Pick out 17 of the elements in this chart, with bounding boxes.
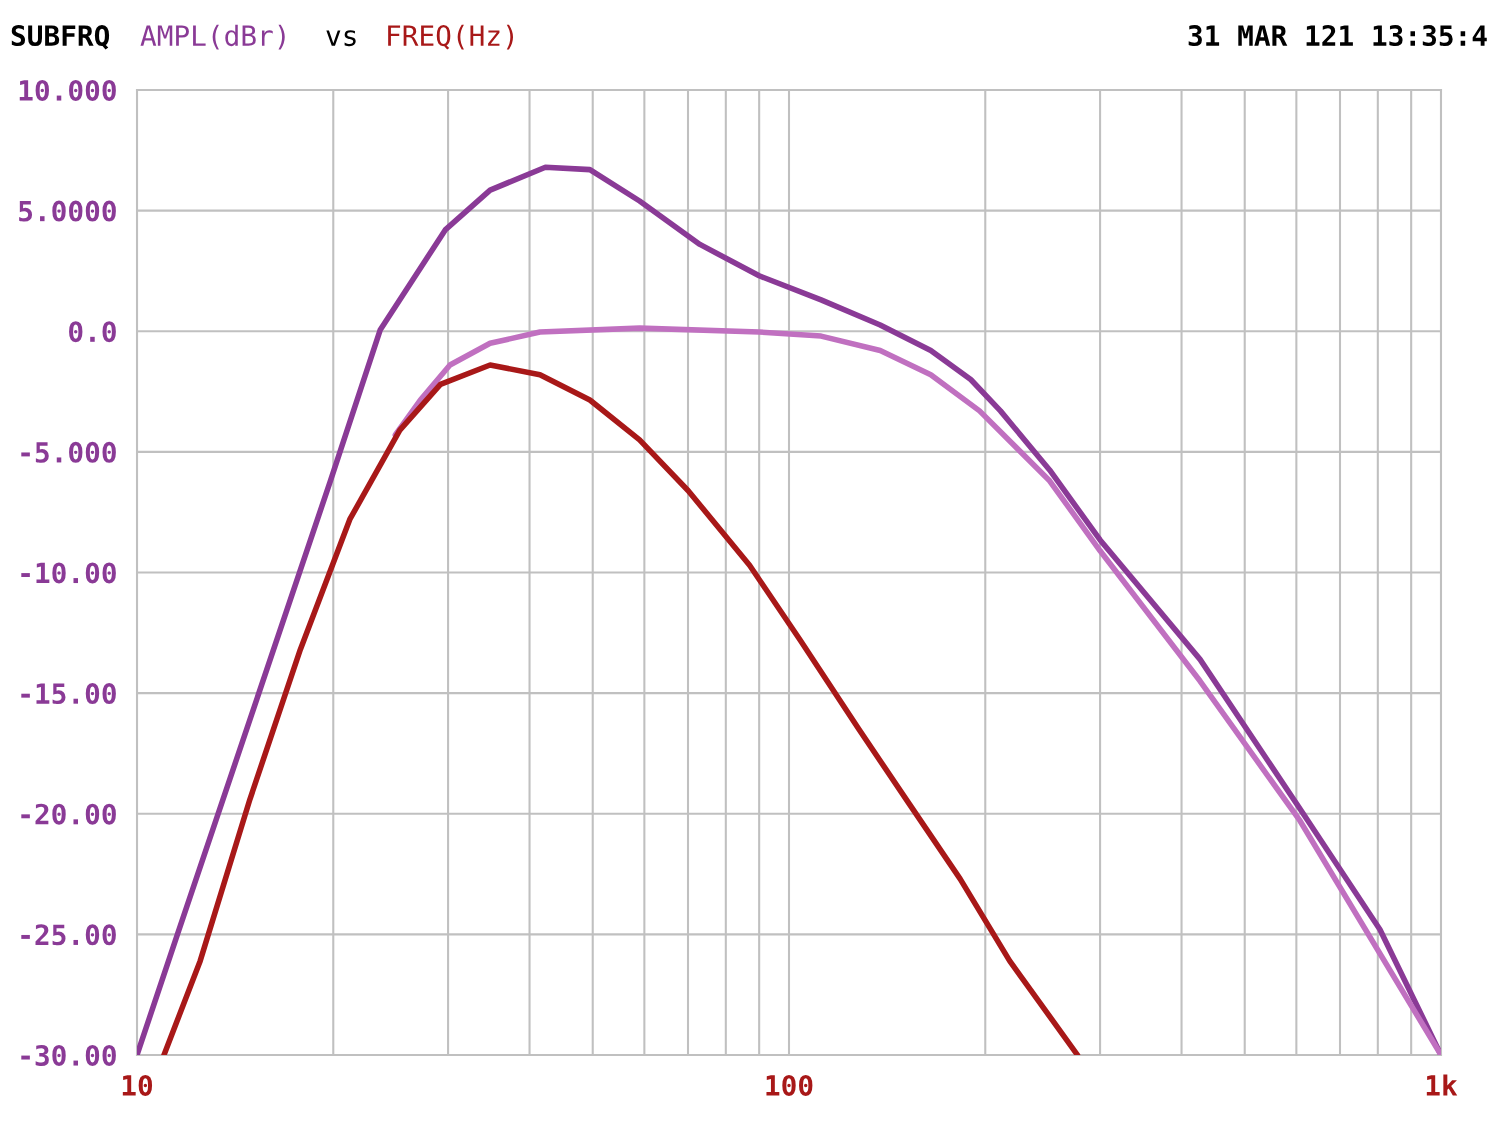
y-tick-label: -20.00	[21, 803, 116, 825]
y-tick-label: 0.0	[69, 321, 116, 343]
chart-title: SUBFRQ	[11, 25, 110, 50]
y-tick-label: -15.00	[21, 683, 116, 705]
y-tick-label: -5.000	[21, 441, 116, 463]
y-tick-label: 5.0000	[19, 200, 116, 222]
x-tick-label: 1k	[1426, 1074, 1458, 1096]
x-tick-label: 10	[122, 1074, 153, 1096]
y-tick-label: -10.00	[21, 562, 116, 584]
x-tick-label: 100	[766, 1074, 813, 1096]
y-tick-label: 10.000	[19, 79, 116, 101]
y-tick-label: -30.00	[21, 1044, 116, 1066]
y-axis-title: AMPL(dBr)	[140, 24, 285, 50]
text: 31 MAR 121 13:35:4	[1188, 25, 1487, 47]
text: vs	[326, 30, 356, 47]
x-axis-title: FREQ(Hz)	[388, 24, 514, 50]
y-tick-label: -25.00	[21, 924, 116, 946]
